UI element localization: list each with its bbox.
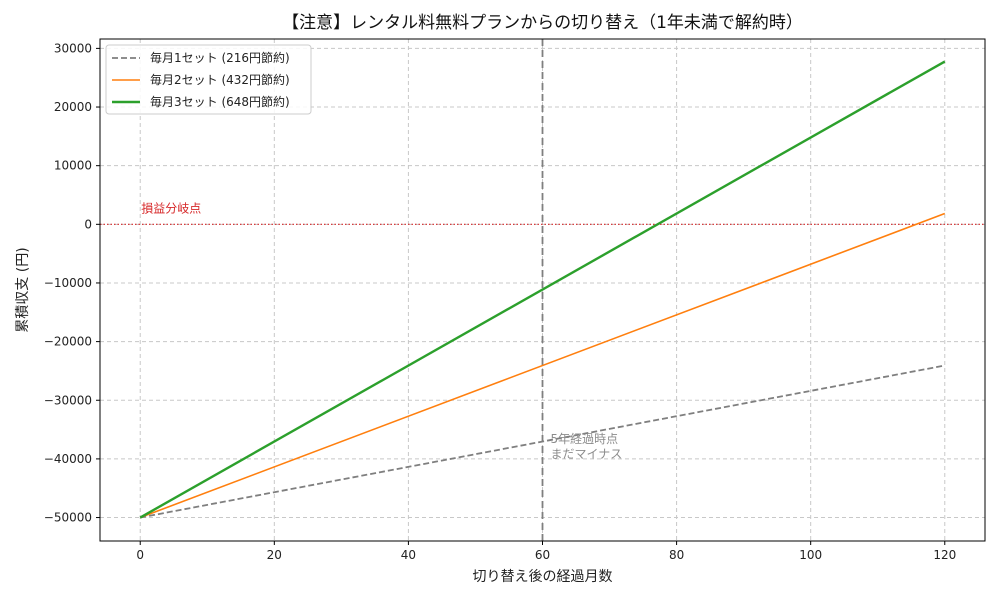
- axis-ticks: 0 20 40 60 80 100 120 −50000 −40000 −30000 −20000 −…: [44, 41, 956, 562]
- five-year-annotation-line2: まだマイナス: [551, 447, 623, 461]
- legend-label-3: 毎月3セット (648円節約): [150, 94, 290, 109]
- y-tick-label: 0: [84, 217, 92, 231]
- five-year-annotation-line1: 5年経過時点: [551, 432, 619, 446]
- y-tick-label: 20000: [54, 100, 92, 114]
- x-tick-label: 20: [267, 548, 282, 562]
- series-line-3: [139, 60, 946, 519]
- breakeven-label: 損益分岐点: [141, 200, 201, 215]
- series-lines: [139, 60, 946, 519]
- y-tick-label: −50000: [44, 511, 92, 525]
- x-axis-label: 切り替え後の経過月数: [473, 569, 613, 585]
- legend-label-1: 毎月1セット (216円節約): [150, 50, 290, 65]
- x-tick-label: 40: [401, 548, 416, 562]
- x-tick-label: 120: [933, 548, 956, 562]
- legend: 毎月1セット (216円節約) 毎月2セット (432円節約) 毎月3セット (64…: [105, 44, 312, 115]
- x-tick-label: 60: [535, 548, 550, 562]
- chart-title: 【注意】レンタル料無料プランからの切り替え（1年未満で解約時）: [282, 13, 803, 33]
- y-axis-label: 累積収支 (円): [15, 247, 31, 332]
- y-tick-label: −10000: [44, 276, 92, 290]
- reference-lines: [100, 39, 985, 541]
- legend-label-2: 毎月2セット (432円節約): [150, 72, 290, 87]
- y-tick-label: −40000: [44, 452, 92, 466]
- y-tick-label: −20000: [44, 335, 92, 349]
- y-tick-label: 30000: [54, 41, 92, 55]
- x-tick-label: 0: [136, 548, 144, 562]
- series-line-2: [139, 212, 946, 519]
- x-tick-label: 80: [669, 548, 684, 562]
- legend-box: [105, 44, 312, 115]
- series-line-1: [140, 364, 945, 519]
- x-tick-label: 100: [799, 548, 822, 562]
- y-tick-label: −30000: [44, 393, 92, 407]
- y-tick-label: 10000: [54, 159, 92, 173]
